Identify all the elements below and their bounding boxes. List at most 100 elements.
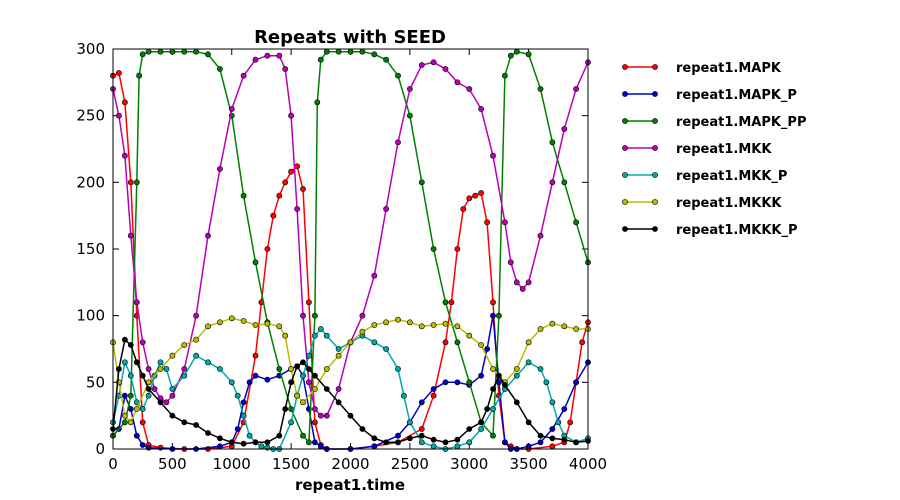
data-point	[306, 380, 311, 385]
data-point	[514, 366, 519, 371]
data-point	[277, 53, 282, 58]
y-tick-label: 300	[76, 40, 105, 58]
data-point	[443, 321, 448, 326]
data-point	[455, 324, 460, 329]
data-point	[295, 164, 300, 169]
data-point	[384, 346, 389, 351]
data-point	[372, 52, 377, 57]
data-point	[194, 337, 199, 342]
data-point	[407, 86, 412, 91]
data-point	[514, 373, 519, 378]
data-point	[407, 113, 412, 118]
data-point	[259, 444, 264, 449]
data-point	[312, 333, 317, 338]
data-point	[443, 380, 448, 385]
data-point	[170, 49, 175, 54]
data-point	[217, 366, 222, 371]
data-point	[312, 420, 317, 425]
y-tick-label: 100	[76, 307, 105, 325]
data-point	[419, 324, 424, 329]
data-point	[485, 346, 490, 351]
data-point	[158, 366, 163, 371]
legend-label: repeat1.MKKK	[676, 196, 782, 211]
data-point	[348, 340, 353, 345]
data-point	[324, 413, 329, 418]
data-point	[312, 373, 317, 378]
data-point	[140, 420, 145, 425]
data-point	[431, 246, 436, 251]
data-point	[496, 313, 501, 318]
data-point	[336, 353, 341, 358]
data-point	[306, 366, 311, 371]
data-point	[253, 322, 258, 327]
data-point	[146, 366, 151, 371]
data-point	[295, 393, 300, 398]
data-point	[490, 433, 495, 438]
data-point	[538, 86, 543, 91]
legend-item: repeat1.MAPK	[622, 61, 781, 76]
legend-item: repeat1.MKKK_P	[622, 223, 797, 238]
data-point	[485, 406, 490, 411]
data-point	[300, 360, 305, 365]
data-point	[318, 444, 323, 449]
data-point	[431, 60, 436, 65]
data-point	[490, 366, 495, 371]
legend-marker	[652, 172, 657, 177]
data-point	[265, 321, 270, 326]
data-point	[520, 286, 525, 291]
data-point	[479, 420, 484, 425]
legend-marker	[652, 64, 657, 69]
data-point	[300, 433, 305, 438]
data-point	[146, 49, 151, 54]
data-point	[217, 166, 222, 171]
x-tick-label: 1000	[213, 455, 251, 473]
data-point	[289, 113, 294, 118]
data-point	[574, 326, 579, 331]
data-point	[318, 413, 323, 418]
data-point	[277, 193, 282, 198]
data-point	[407, 420, 412, 425]
data-point	[526, 360, 531, 365]
data-point	[372, 340, 377, 345]
data-point	[247, 380, 252, 385]
data-point	[140, 52, 145, 57]
data-point	[265, 53, 270, 58]
data-point	[229, 316, 234, 321]
data-point	[122, 360, 127, 365]
data-point	[241, 441, 246, 446]
data-point	[348, 413, 353, 418]
data-point	[300, 373, 305, 378]
data-point	[164, 400, 169, 405]
data-point	[574, 440, 579, 445]
data-point	[419, 433, 424, 438]
data-point	[170, 393, 175, 398]
data-point	[395, 73, 400, 78]
data-point	[574, 86, 579, 91]
data-point	[348, 49, 353, 54]
x-tick-label: 3500	[510, 455, 548, 473]
legend-item: repeat1.MKKK	[622, 196, 782, 211]
chart-title: Repeats with SEED	[254, 27, 446, 48]
x-axis-label: repeat1.time	[295, 476, 405, 494]
legend: repeat1.MAPK repeat1.MAPK_P repeat1.MAPK_P…	[622, 61, 806, 238]
y-tick-label: 250	[76, 107, 105, 125]
data-point	[312, 440, 317, 445]
data-point	[140, 442, 145, 447]
data-point	[128, 373, 133, 378]
data-point	[306, 440, 311, 445]
data-point	[502, 220, 507, 225]
data-point	[128, 180, 133, 185]
data-point	[372, 444, 377, 449]
data-point	[134, 433, 139, 438]
data-point	[300, 400, 305, 405]
data-point	[538, 433, 543, 438]
data-point	[538, 366, 543, 371]
data-point	[360, 49, 365, 54]
data-point	[158, 360, 163, 365]
data-point	[479, 373, 484, 378]
y-tick-label: 50	[86, 373, 105, 391]
x-tick-label: 1500	[272, 455, 310, 473]
data-point	[241, 413, 246, 418]
data-point	[384, 206, 389, 211]
data-point	[217, 444, 222, 449]
